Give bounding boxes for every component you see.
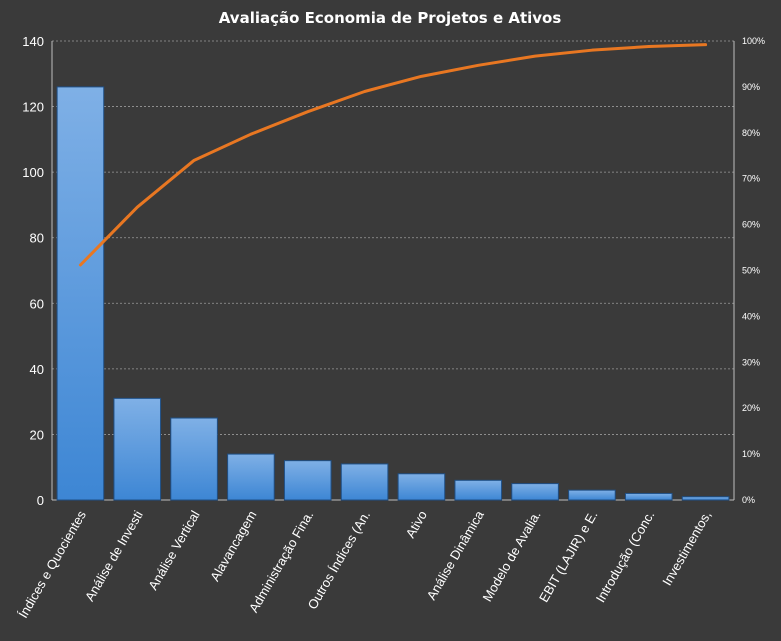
- bar: [454, 479, 503, 501]
- y-axis-tick-label: 20: [30, 427, 44, 442]
- chart-title: Avaliação Economia de Projetos e Ativos: [219, 9, 562, 27]
- bar-series: [56, 86, 730, 501]
- grid-layer: [51, 40, 735, 501]
- y2-axis-tick-label: 20%: [742, 403, 760, 413]
- left-axis: 0 20 40 60 80 100 120 140: [22, 34, 44, 508]
- cumulative-line-series: [78, 43, 708, 267]
- y2-axis-tick-label: 30%: [742, 357, 760, 367]
- bar: [568, 489, 616, 501]
- y2-axis-tick-label: 100%: [742, 36, 765, 46]
- x-axis-tick-label: Índices e Quocientes: [15, 508, 89, 621]
- x-axis-tick-label: Introdução (Conc.: [593, 508, 658, 605]
- y2-axis-tick-label: 70%: [742, 174, 760, 184]
- bar: [113, 397, 162, 501]
- y2-axis-tick-label: 80%: [742, 128, 760, 138]
- x-axis-tick-label: Investimentos,: [659, 508, 714, 588]
- bar: [397, 473, 446, 501]
- bar: [283, 460, 332, 501]
- y2-axis-tick-label: 10%: [742, 449, 760, 459]
- y2-axis-tick-label: 60%: [742, 220, 760, 230]
- x-axis-tick-label: Ativo: [403, 508, 430, 541]
- bar: [170, 417, 218, 501]
- y-axis-tick-label: 80: [30, 231, 44, 246]
- y-axis-tick-label: 120: [22, 100, 44, 115]
- bar: [227, 453, 275, 501]
- y-axis-tick-label: 140: [22, 34, 44, 49]
- bar: [56, 86, 105, 501]
- y-axis-tick-label: 60: [30, 296, 44, 311]
- y2-axis-tick-label: 50%: [742, 266, 760, 276]
- x-axis-tick-label: Administração Fina.: [246, 508, 316, 615]
- x-axis-tick-label: Análise Vertical: [145, 508, 202, 593]
- y-axis-tick-label: 40: [30, 362, 44, 377]
- bar: [624, 492, 673, 501]
- cumulative-line: [78, 43, 708, 267]
- x-axis-tick-label: Modelo de Avalia.: [479, 508, 543, 604]
- x-axis-tick-label: Alavancagem: [207, 508, 259, 584]
- x-axis-tick-label: Outros Índices (An.: [305, 508, 374, 612]
- y2-axis-tick-label: 40%: [742, 311, 760, 321]
- x-axis-tick-label: Análise de Investi: [82, 508, 146, 604]
- bar: [511, 483, 559, 501]
- bar: [681, 496, 730, 501]
- y2-axis-tick-label: 90%: [742, 82, 760, 92]
- y-axis-tick-label: 0: [37, 493, 44, 508]
- bar: [340, 463, 389, 501]
- x-axis-tick-label: Análise Dinâmica: [424, 507, 488, 602]
- x-axis-tick-label: EBIT (LAJIR) e E.: [536, 508, 601, 605]
- right-axis: 0% 10% 20% 30% 40% 50% 60% 70% 80% 90% 100%: [742, 36, 765, 505]
- y2-axis-tick-label: 0%: [742, 495, 755, 505]
- y-axis-tick-label: 100: [22, 165, 44, 180]
